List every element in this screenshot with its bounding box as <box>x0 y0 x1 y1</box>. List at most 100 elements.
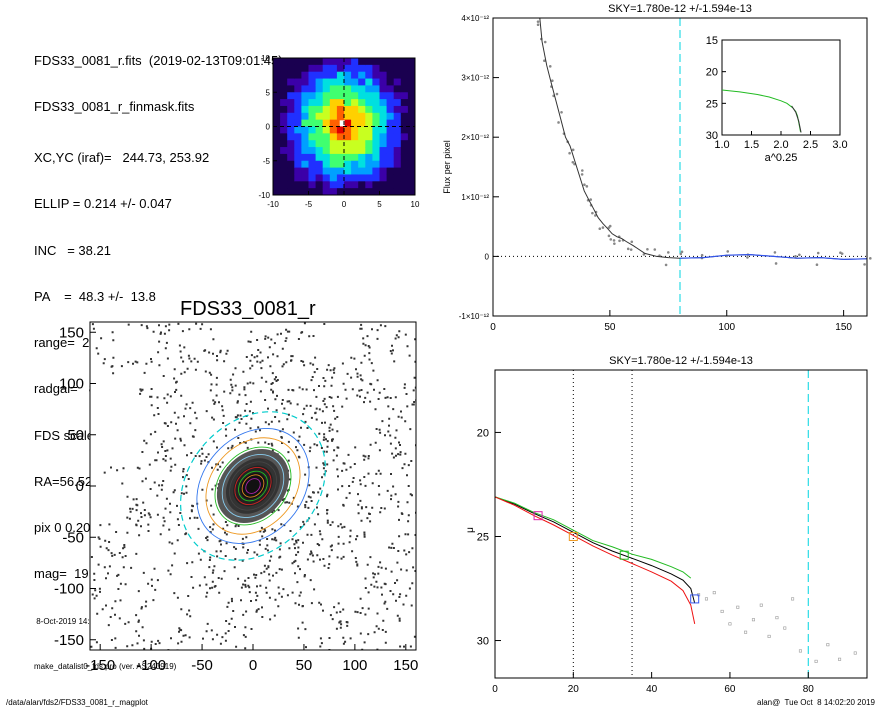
heatmap-cell <box>287 126 295 134</box>
mu-data-point <box>814 659 818 663</box>
heatmap-cell <box>287 188 295 196</box>
heatmap-cell <box>294 92 302 100</box>
heatmap-cell <box>358 112 366 121</box>
heatmap-cell <box>379 92 388 100</box>
heatmap-cell <box>344 85 352 93</box>
heatmap-cell <box>358 78 366 86</box>
heatmap-cell <box>301 78 309 86</box>
heatmap-cell <box>273 140 281 148</box>
flux-data-point <box>630 240 634 244</box>
inset-xtick-label: 2.0 <box>773 139 788 151</box>
heatmap-cell <box>379 119 388 127</box>
heatmap-cell <box>301 92 309 100</box>
heatmap-cell <box>273 105 281 114</box>
heatmap-cell <box>329 188 338 196</box>
heatmap-ytick-label: 10 <box>261 54 270 63</box>
heatmap-cell <box>301 119 309 127</box>
flux-xtick-label: 50 <box>604 322 616 333</box>
heatmap-cell <box>322 140 331 148</box>
heatmap-cell <box>351 160 359 169</box>
heatmap-cell <box>407 58 416 66</box>
heatmap-cell <box>315 153 324 162</box>
heatmap-cell <box>393 99 402 107</box>
heatmap-cell <box>301 71 309 80</box>
heatmap-xtick-label: 0 <box>342 200 347 209</box>
heatmap-cell <box>308 167 317 175</box>
heatmap-cell <box>301 99 309 107</box>
heatmap-cell <box>344 58 352 66</box>
heatmap-cell <box>379 188 388 196</box>
heatmap-cell <box>308 181 317 189</box>
heatmap-cell <box>273 71 281 80</box>
heatmap-cell <box>386 181 395 189</box>
heatmap-cell <box>308 78 317 86</box>
heatmap-cell <box>365 58 373 66</box>
flux-data-point <box>798 253 801 257</box>
mu-range-marker <box>619 550 629 560</box>
heatmap-cell <box>329 58 338 66</box>
heatmap-cell <box>344 160 352 169</box>
isophote-ellipse <box>245 478 261 494</box>
heatmap-cell <box>308 153 317 162</box>
inset-ytick-label: 15 <box>706 35 718 47</box>
mu-ytick-label: 30 <box>477 636 489 648</box>
heatmap-cell <box>308 92 317 100</box>
mu-frame <box>494 369 868 679</box>
heatmap-cell <box>358 64 366 73</box>
heatmap-cell <box>386 147 395 155</box>
flux-data-point <box>568 151 571 155</box>
heatmap-cell <box>365 71 373 80</box>
heatmap-cell <box>336 71 345 80</box>
heatmap-cell <box>280 105 288 114</box>
heatmap-cell <box>372 78 380 86</box>
heatmap-cell <box>287 99 295 107</box>
mu-data-point <box>838 657 842 661</box>
galaxy-xtick-label: 150 <box>393 657 418 674</box>
mu-data-point <box>775 616 779 620</box>
heatmap-cell <box>329 133 338 141</box>
heatmap-cell <box>294 58 302 66</box>
heatmap-cell <box>400 105 409 114</box>
galaxy-xtick-label: -150 <box>85 657 115 674</box>
flux-ytick-label: 0 <box>485 252 490 261</box>
flux-ytick-label: 4×10⁻¹² <box>461 14 489 23</box>
mu-xtick-label: 80 <box>803 684 815 695</box>
heatmap-cell <box>287 153 295 162</box>
mu-data-point <box>712 591 716 595</box>
mask-filename: FDS33_0081_r_finmask.fits <box>34 99 195 115</box>
heatmap-cell <box>351 133 359 141</box>
mu-profile-line <box>494 496 696 625</box>
heatmap-cell <box>329 160 338 169</box>
heatmap-cell <box>407 71 416 80</box>
isophote-ellipse <box>238 470 268 502</box>
heatmap-xtick-label: -10 <box>267 200 279 209</box>
heatmap-cell <box>294 140 302 148</box>
heatmap-cell <box>351 188 359 196</box>
flux-data-point <box>571 160 575 164</box>
heatmap-cell <box>344 140 352 148</box>
isophote-ellipse <box>205 437 301 535</box>
heatmap-cell <box>273 85 281 93</box>
galaxy-xtick-label: 100 <box>342 657 367 674</box>
heatmap-cell <box>322 153 331 162</box>
heatmap-cell <box>379 147 388 155</box>
heatmap-cell <box>329 119 338 127</box>
inset-xtick-label: 1.5 <box>744 139 759 151</box>
heatmap-cell <box>315 140 324 148</box>
heatmap-cell <box>322 105 331 114</box>
flux-data-point <box>774 262 778 265</box>
heatmap-cell <box>322 119 331 127</box>
heatmap-cell <box>358 140 366 148</box>
heatmap-cell <box>344 188 352 196</box>
heatmap-cell <box>329 85 338 93</box>
heatmap-cell <box>301 112 309 121</box>
heatmap-cell <box>351 99 359 107</box>
flux-data-point <box>612 239 616 242</box>
heatmap-cell <box>386 140 395 148</box>
heatmap-cell <box>393 160 402 169</box>
heatmap-cell <box>393 112 402 121</box>
heatmap-cell <box>308 140 317 148</box>
heatmap-cell <box>358 85 366 93</box>
mu-range-marker <box>533 511 543 521</box>
heatmap-cell <box>280 92 288 100</box>
